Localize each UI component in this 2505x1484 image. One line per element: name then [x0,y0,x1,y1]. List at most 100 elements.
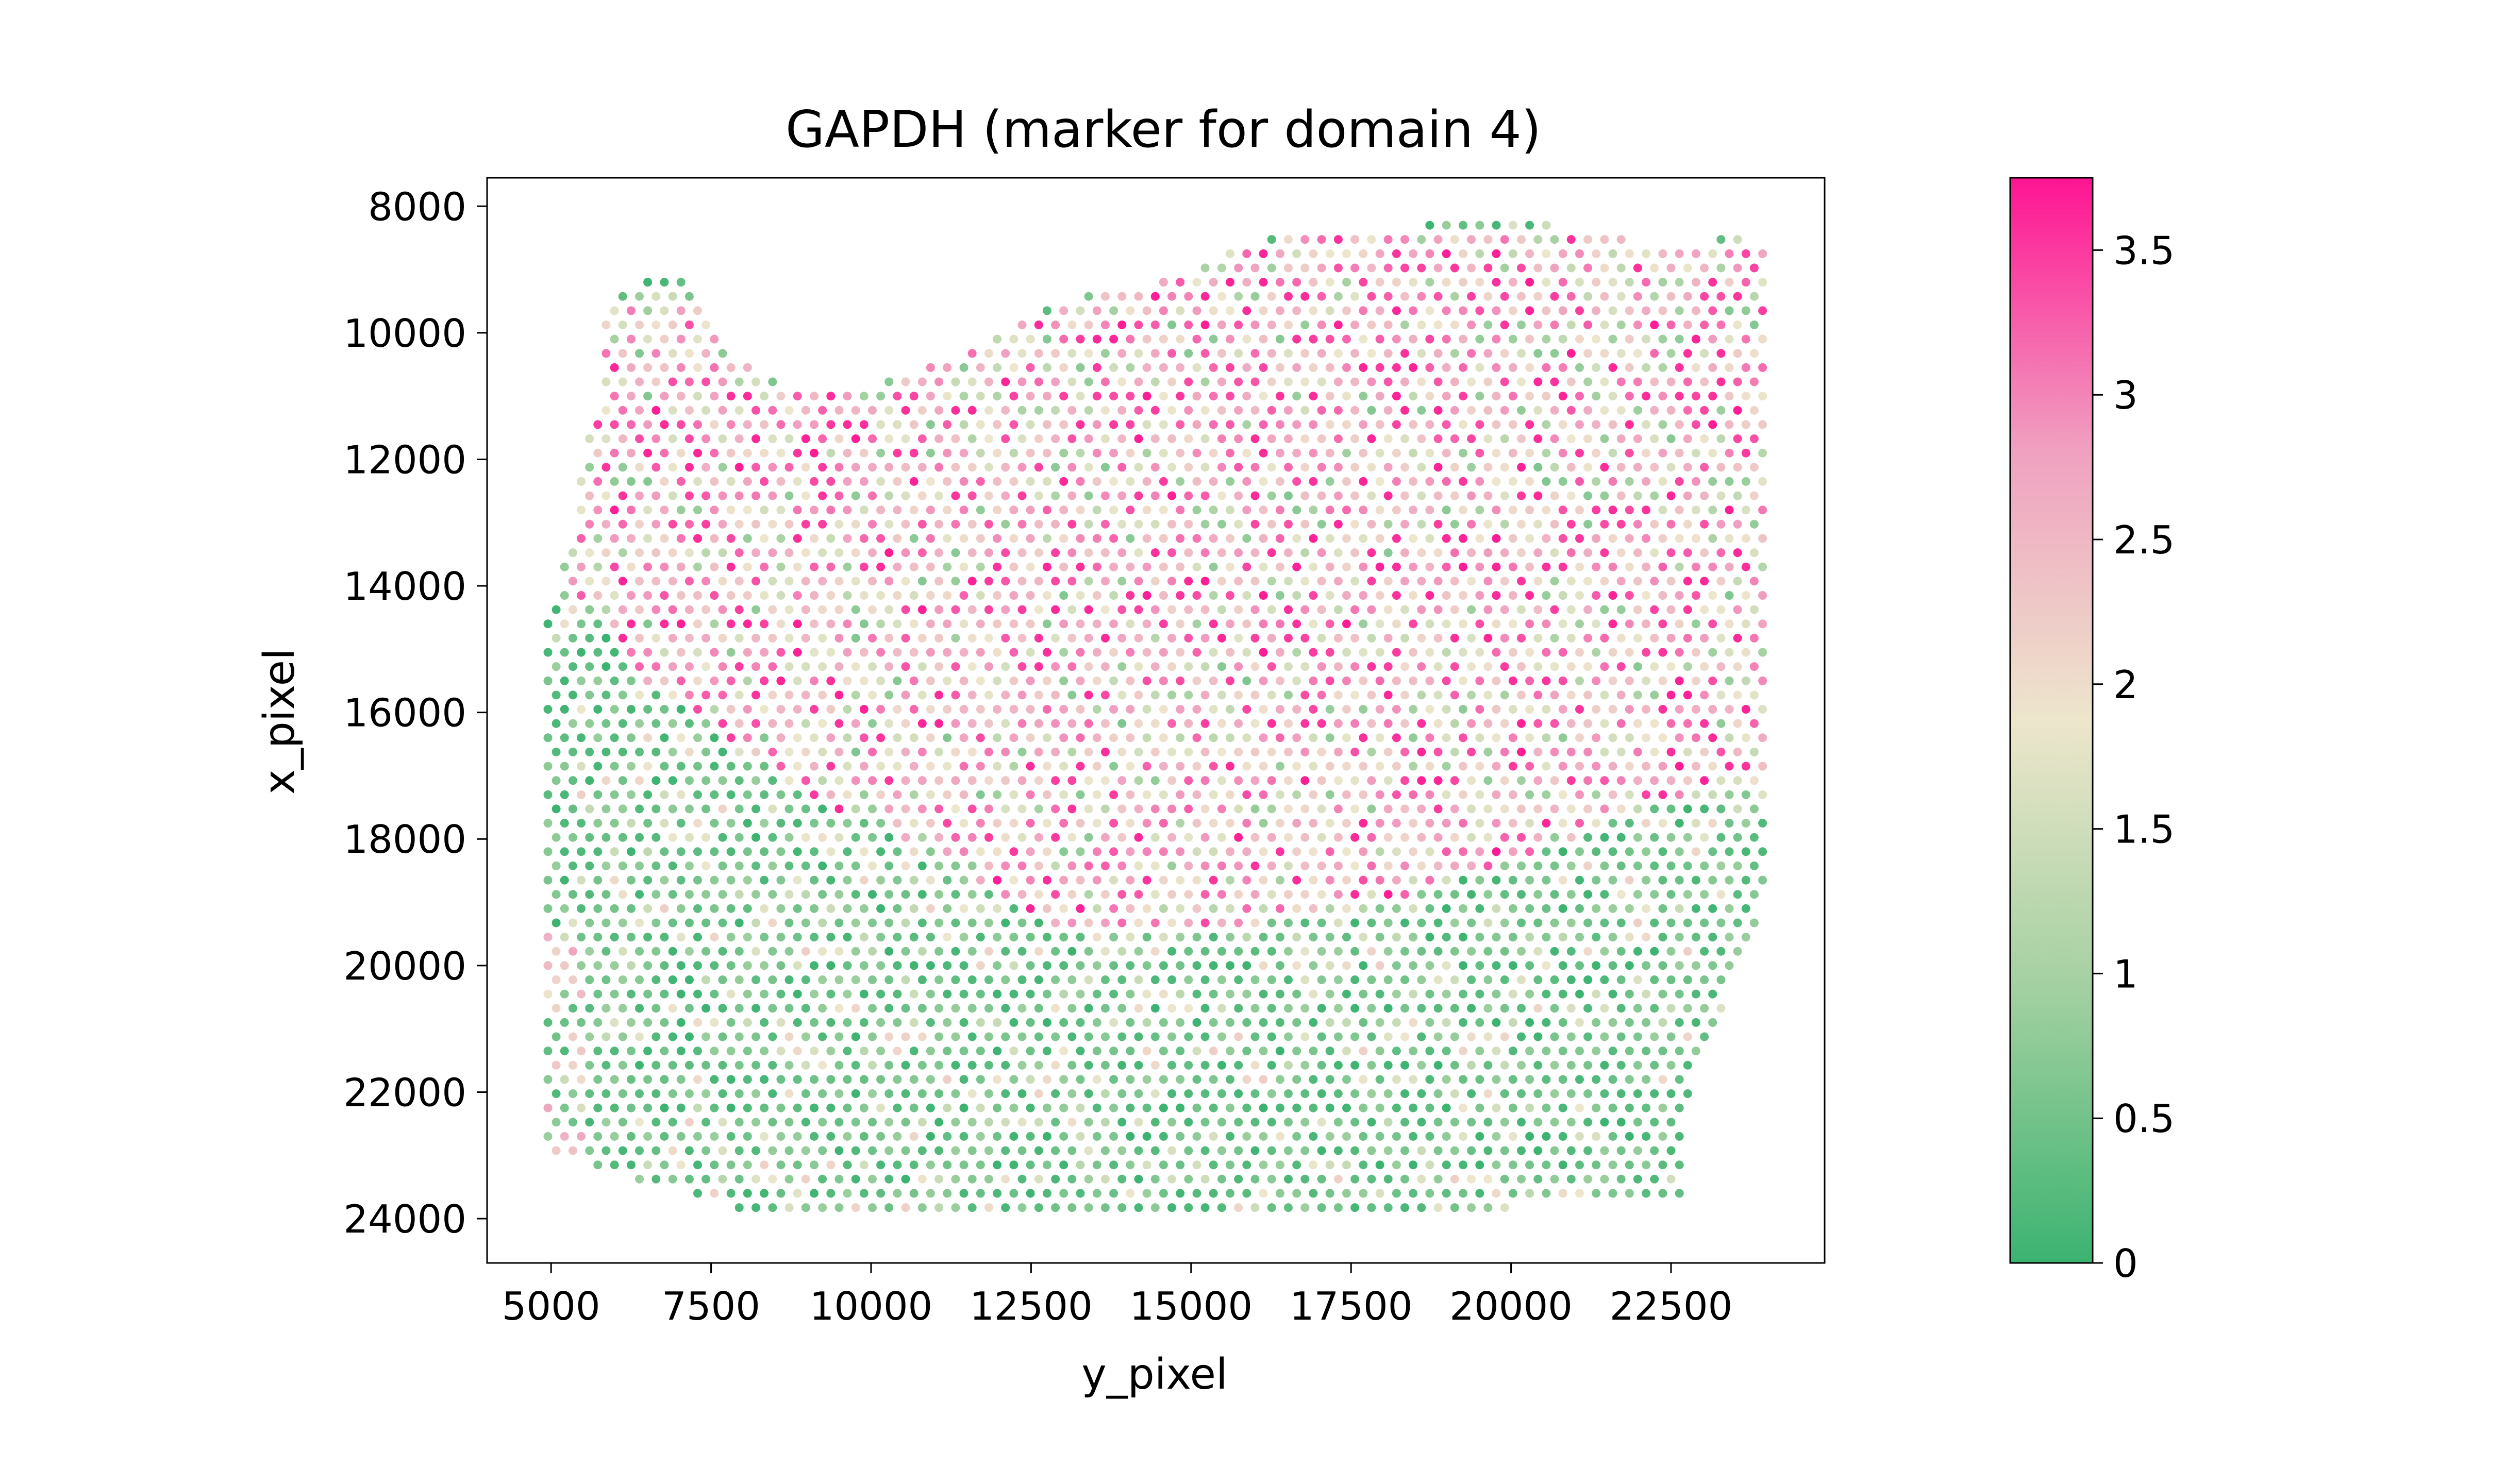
scatter-point [1633,378,1642,386]
scatter-point [1117,776,1126,785]
scatter-point [635,804,644,813]
scatter-point [1459,705,1467,714]
scatter-point [1467,1061,1476,1070]
scatter-point [1459,249,1467,258]
scatter-point [1143,477,1151,486]
scatter-point [1109,904,1118,913]
scatter-point [1034,1033,1043,1041]
scatter-point [1575,1047,1584,1055]
scatter-point [735,1089,744,1098]
scatter-point [643,1047,652,1055]
scatter-point [585,919,594,927]
scatter-point [776,505,785,514]
scatter-point [1151,1089,1160,1098]
scatter-point [785,833,794,842]
scatter-point [1059,819,1068,828]
scatter-point [1400,1004,1409,1013]
scatter-point [1533,605,1542,614]
scatter-point [1367,378,1376,386]
scatter-point [768,1118,777,1126]
scatter-point [1575,420,1584,429]
scatter-point [1459,1160,1467,1169]
scatter-point [577,1104,586,1112]
scatter-point [868,919,877,927]
scatter-point [718,862,727,870]
scatter-point [1209,677,1218,685]
scatter-point [1592,933,1600,941]
scatter-point [652,748,660,756]
scatter-point [1492,477,1501,486]
scatter-point [1492,705,1501,714]
scatter-point [1076,335,1085,344]
scatter-point [743,1160,752,1169]
scatter-point [1134,1146,1143,1155]
scatter-point [1009,705,1018,714]
scatter-point [893,1132,901,1141]
scatter-point [1384,264,1393,273]
scatter-point [1193,477,1201,486]
scatter-point [1758,335,1767,344]
scatter-point [1034,349,1043,358]
scatter-point [619,605,627,614]
scatter-point [1400,406,1409,415]
scatter-point [1067,719,1076,728]
scatter-point [1226,961,1234,970]
scatter-point [793,591,802,600]
scatter-point [1326,449,1334,458]
scatter-point [1567,975,1576,984]
scatter-point [619,947,627,956]
scatter-point [960,1132,968,1141]
scatter-point [1450,804,1459,813]
scatter-point [1217,378,1226,386]
scatter-point [1326,477,1334,486]
scatter-point [585,434,594,443]
scatter-point [1467,1203,1476,1212]
scatter-point [1209,363,1218,372]
scatter-point [1350,833,1359,842]
scatter-point [1076,790,1085,799]
scatter-point [918,605,927,614]
scatter-point [910,619,918,628]
scatter-point [1043,420,1051,429]
scatter-point [1043,819,1051,828]
scatter-point [677,278,686,286]
scatter-point [1633,1033,1642,1041]
scatter-point [710,1189,719,1198]
scatter-point [1109,876,1118,885]
y-tick-label: 8000 [368,184,466,229]
scatter-point [1026,1104,1035,1112]
scatter-point [1517,947,1526,956]
scatter-point [1617,1004,1626,1013]
scatter-point [851,662,860,671]
scatter-point [593,477,602,486]
scatter-point [569,719,577,728]
scatter-point [1583,264,1592,273]
scatter-point [627,762,636,771]
scatter-point [544,961,553,970]
scatter-point [1126,1104,1134,1112]
scatter-point [818,748,827,756]
scatter-point [1292,278,1301,286]
scatter-point [1642,961,1650,970]
scatter-point [1459,904,1467,913]
scatter-point [1117,1004,1126,1013]
scatter-point [1026,876,1035,885]
scatter-point [801,463,810,471]
scatter-point [677,1075,686,1084]
scatter-point [751,975,760,984]
scatter-point [926,505,935,514]
scatter-point [984,463,993,471]
scatter-point [910,705,918,714]
scatter-point [1018,349,1027,358]
scatter-point [1234,776,1243,785]
scatter-point [560,990,569,999]
scatter-point [1592,534,1600,543]
scatter-point [1617,1089,1626,1098]
scatter-point [1076,306,1085,315]
scatter-point [1167,748,1176,756]
scatter-point [1567,890,1576,899]
scatter-point [1509,1075,1517,1084]
scatter-point [702,947,710,956]
scatter-point [1400,748,1409,756]
scatter-point [1034,1061,1043,1070]
